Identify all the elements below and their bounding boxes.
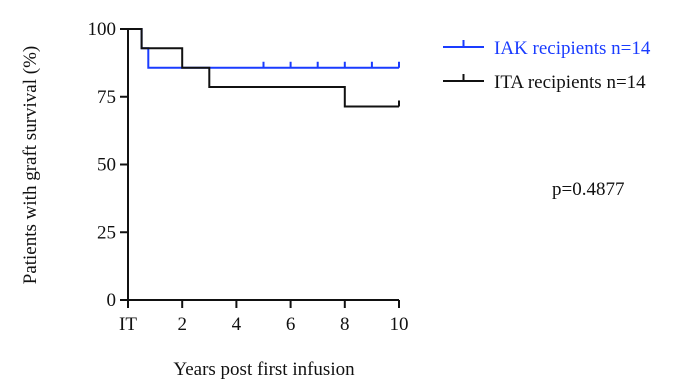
series-layer bbox=[128, 28, 400, 108]
series-line-1 bbox=[128, 28, 399, 108]
x-ticks: IT 2 4 6 8 10 bbox=[119, 300, 409, 335]
y-axis-title: Patients with graft survival (%) bbox=[20, 46, 41, 285]
legend-label: ITA recipients n=14 bbox=[494, 72, 646, 93]
axes: 0 25 50 75 100 IT 2 4 6 8 10 bbox=[88, 19, 409, 335]
y-tick-label: 25 bbox=[97, 222, 116, 243]
x-tick-label: 6 bbox=[286, 314, 296, 335]
x-tick-label: 8 bbox=[340, 314, 350, 335]
x-tick-label: 2 bbox=[177, 314, 187, 335]
legend-item-1: ITA recipients n=14 bbox=[443, 72, 646, 93]
y-tick-label: 50 bbox=[97, 155, 116, 176]
y-tick-label: 75 bbox=[97, 87, 116, 108]
x-tick-label: IT bbox=[119, 314, 137, 335]
p-value-annotation: p=0.4877 bbox=[552, 179, 624, 200]
legend-item-0: IAK recipients n=14 bbox=[443, 38, 651, 59]
x-tick-label: 10 bbox=[390, 314, 409, 335]
legend-label: IAK recipients n=14 bbox=[494, 38, 651, 59]
y-ticks: 0 25 50 75 100 bbox=[88, 19, 128, 311]
x-tick-label: 4 bbox=[232, 314, 242, 335]
y-tick-label: 0 bbox=[107, 290, 117, 311]
y-tick-label: 100 bbox=[88, 19, 117, 40]
legend: IAK recipients n=14 ITA recipients n=14 bbox=[443, 38, 651, 93]
x-axis-title: Years post first infusion bbox=[173, 359, 355, 380]
